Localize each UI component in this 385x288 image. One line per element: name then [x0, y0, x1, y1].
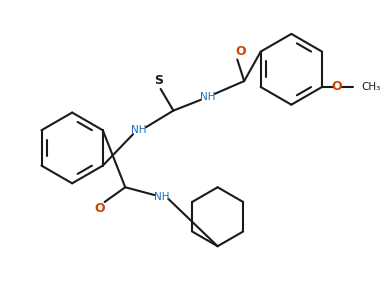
Text: NH: NH: [131, 125, 147, 135]
Text: NH: NH: [154, 192, 169, 202]
Text: O: O: [235, 45, 246, 58]
Text: S: S: [154, 74, 163, 87]
Text: O: O: [94, 202, 105, 215]
Text: CH₃: CH₃: [361, 82, 380, 92]
Text: NH: NH: [200, 92, 216, 102]
Text: O: O: [331, 80, 342, 94]
